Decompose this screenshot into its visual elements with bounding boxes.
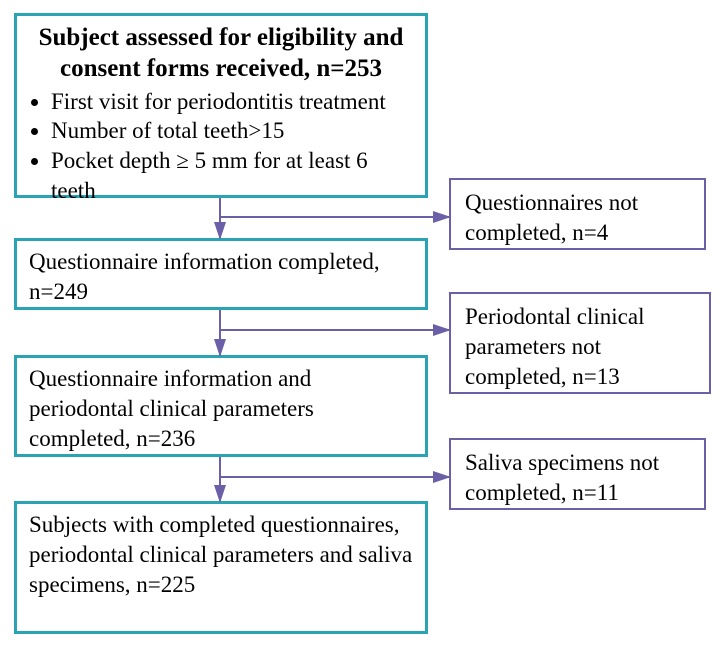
flow-box-final-sample: Subjects with completed questionnaires, … (14, 501, 428, 634)
criteria-item: First visit for periodontitis treatment (51, 87, 413, 117)
flow-box-text: Questionnaire information completed, n=2… (29, 247, 413, 307)
flow-box-questionnaire-completed: Questionnaire information completed, n=2… (14, 238, 428, 310)
flow-box-title: Subject assessed for eligibility and con… (29, 22, 413, 85)
criteria-item: Number of total teeth>15 (51, 116, 413, 146)
exclusion-box-clinical: Periodontal clinical parameters not comp… (449, 292, 711, 394)
flow-box-eligibility: Subject assessed for eligibility and con… (14, 13, 428, 198)
eligibility-criteria-list: First visit for periodontitis treatment … (51, 87, 413, 207)
exclusion-text: Periodontal clinical parameters not comp… (465, 302, 695, 392)
exclusion-box-questionnaire: Questionnaires not completed, n=4 (449, 178, 706, 250)
criteria-item: Pocket depth ≥ 5 mm for at least 6 teeth (51, 146, 413, 206)
exclusion-text: Saliva specimens not completed, n=11 (465, 448, 690, 508)
exclusion-box-saliva: Saliva specimens not completed, n=11 (449, 438, 706, 510)
exclusion-text: Questionnaires not completed, n=4 (465, 188, 690, 248)
flow-box-clinical-completed: Questionnaire information and periodonta… (14, 355, 428, 457)
flow-box-text: Subjects with completed questionnaires, … (29, 510, 413, 600)
flow-box-text: Questionnaire information and periodonta… (29, 364, 413, 454)
